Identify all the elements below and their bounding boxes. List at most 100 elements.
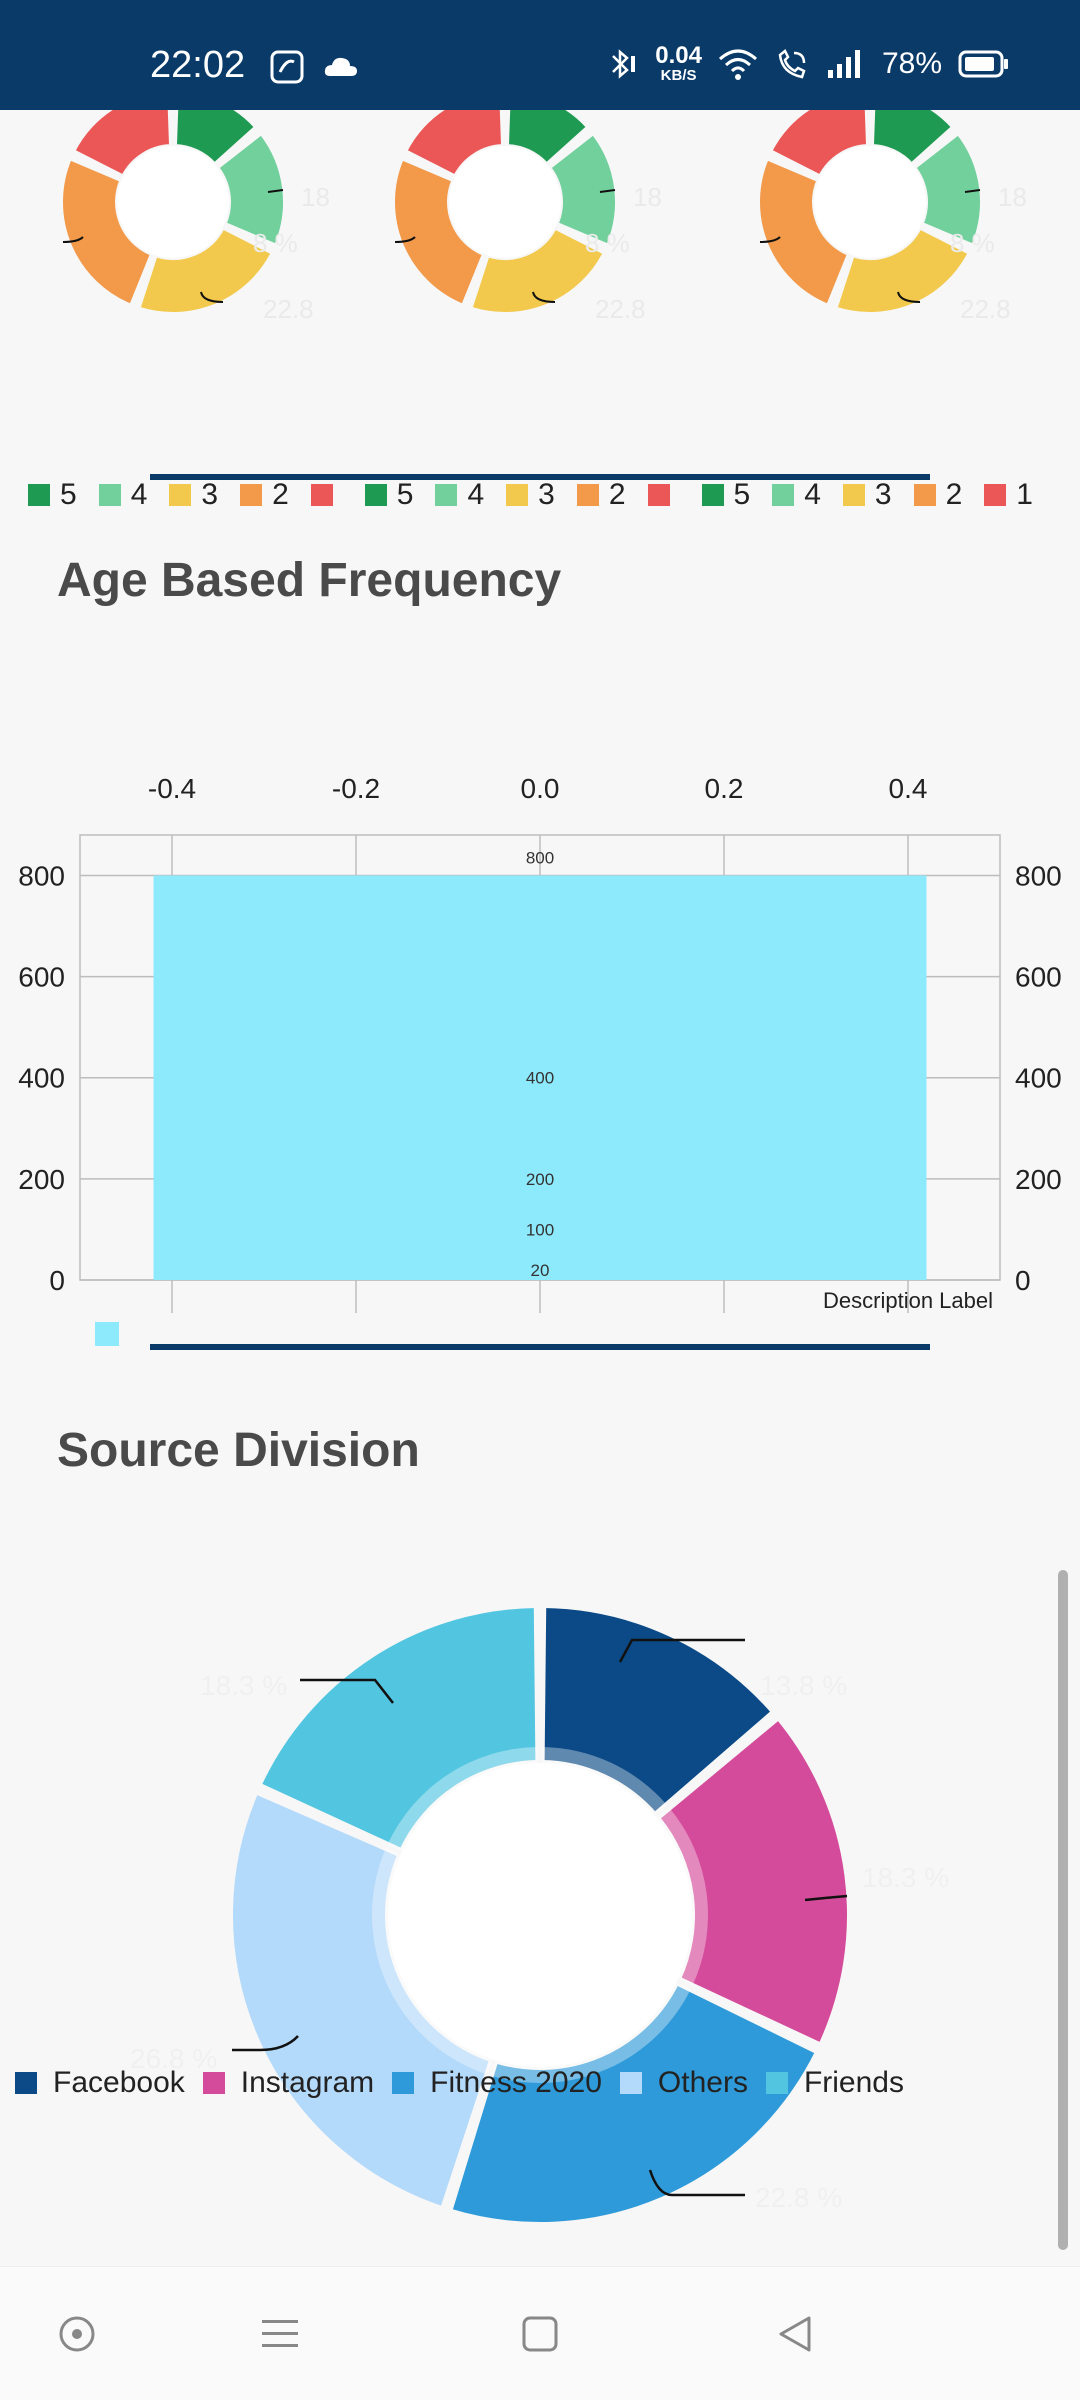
- battery-percent: 78%: [881, 46, 942, 80]
- source-division-chart: 13.8 % 18.3 % 22.8 % 26.8 % 18.3 %: [0, 1490, 1080, 2250]
- rating-value-label: 18: [633, 182, 662, 212]
- rating-legend-swatch: [28, 484, 50, 506]
- source-legend-label: Fitness 2020: [430, 2066, 602, 2099]
- rating-slice: [214, 130, 287, 249]
- y-tick-label-left: 600: [18, 962, 65, 993]
- leader-line: [759, 236, 781, 243]
- net-speed: 0.04 KB/S: [655, 42, 702, 84]
- source-legend-swatch: [202, 2072, 225, 2094]
- rating-legend-swatch: [364, 484, 387, 506]
- rating-legend-swatch: [435, 484, 458, 506]
- rating-slice: [546, 130, 619, 249]
- rating-legend-label: 3: [201, 478, 219, 511]
- rating-legend-swatch: [701, 484, 724, 506]
- rating-slice: [911, 130, 984, 249]
- signal-icon: [827, 49, 860, 78]
- y-tick-label-left: 0: [49, 1265, 65, 1296]
- source-legend-swatch: [765, 2072, 788, 2094]
- leader-line: [648, 2169, 745, 2197]
- leader-line: [200, 291, 224, 303]
- rating-donut: 188 % 22.8: [756, 110, 1027, 324]
- rating-legend-label: 5: [396, 478, 414, 511]
- x-tick-label: 0.2: [705, 773, 744, 804]
- saavn-icon: [270, 50, 304, 84]
- slice-value-label: 13.8 %: [760, 1670, 847, 1701]
- donut-hole: [814, 146, 926, 258]
- rating-legend-swatch: [842, 484, 865, 506]
- home-icon[interactable]: [515, 2309, 565, 2359]
- rating-legend-swatch: [984, 484, 1007, 506]
- slice-value-label: 18.3 %: [862, 1862, 949, 1893]
- rating-legend-swatch: [98, 484, 121, 506]
- leader-line: [532, 291, 556, 303]
- rating-value-label: 8 %: [253, 228, 298, 258]
- rating-legend-label: 1: [1016, 478, 1033, 511]
- rating-donut: 188 % 22.8: [391, 110, 662, 324]
- slice-value-label: 26.8 %: [130, 2043, 217, 2074]
- donut-hole: [449, 146, 561, 258]
- rating-legend-label: 2: [945, 478, 963, 511]
- slice-inner-ring: [656, 1807, 709, 1986]
- bar-value-label: 400: [526, 1069, 554, 1088]
- y-tick-label-right: 600: [1015, 962, 1062, 993]
- rating-value-label: 18: [998, 182, 1027, 212]
- navigation-bar: [0, 2266, 1080, 2400]
- leader-line: [62, 236, 84, 243]
- assistant-icon[interactable]: [52, 2309, 102, 2359]
- menu-icon[interactable]: [255, 2309, 305, 2359]
- rating-legend-swatch: [576, 484, 599, 506]
- source-legend-label: Instagram: [240, 2066, 375, 2099]
- y-tick-label-right: 200: [1015, 1164, 1062, 1195]
- rating-legend-label: 3: [874, 478, 892, 511]
- slice-inner-ring: [372, 1847, 493, 2075]
- rating-value-label: 8 %: [585, 228, 630, 258]
- cloud-icon: [324, 57, 357, 76]
- source-legend-swatch: [619, 2072, 642, 2094]
- rating-legend-swatch: [647, 484, 670, 506]
- y-tick-label-right: 0: [1015, 1265, 1031, 1296]
- rating-legend-swatch: [772, 484, 795, 506]
- slice-inner-ring: [387, 1747, 539, 1852]
- x-tick-label: 0.0: [521, 773, 560, 804]
- rating-value-label: 22.8: [960, 294, 1011, 324]
- y-tick-label-left: 200: [18, 1164, 65, 1195]
- source-legend-swatch: [15, 2072, 37, 2094]
- rating-legend-label: 4: [130, 478, 148, 511]
- donut-hole: [388, 1763, 692, 2067]
- rating-legend-label: 4: [467, 478, 485, 511]
- y-tick-label-right: 800: [1015, 860, 1062, 891]
- rating-value-label: 18: [301, 182, 330, 212]
- status-bar: 22:02 0.04 KB/S 78%: [0, 0, 1080, 110]
- battery-icon: [958, 50, 1008, 77]
- leader-line: [618, 1638, 745, 1663]
- leader-line: [964, 189, 981, 193]
- bluetooth-icon: [612, 48, 636, 79]
- description-label: Description Label: [823, 1288, 993, 1313]
- slice-inner-ring: [490, 1982, 691, 2083]
- rating-legend: 5 4 3 2 5 4 3 2 5 4 3 2 1: [28, 478, 1055, 512]
- y-tick-label-left: 400: [18, 1063, 65, 1094]
- bar-value-label: 200: [526, 1170, 554, 1189]
- rating-legend-label: 4: [804, 478, 821, 511]
- bar-value-label: 800: [526, 848, 554, 867]
- source-slice-group: 22.8 %: [445, 1977, 842, 2228]
- x-tick-label: -0.2: [332, 773, 380, 804]
- bar-fill: [153, 875, 927, 1280]
- back-icon[interactable]: [770, 2309, 820, 2359]
- bar-legend-swatch: [95, 1322, 119, 1346]
- rating-legend-swatch: [169, 484, 192, 506]
- source-legend-swatch: [392, 2072, 415, 2094]
- leader-line: [232, 2035, 299, 2052]
- wifi-icon: [718, 49, 757, 80]
- section-divider: [150, 474, 930, 480]
- source-legend-label: Others: [657, 2066, 748, 2099]
- age-section-title: Age Based Frequency: [57, 554, 562, 607]
- scrollbar[interactable]: [1058, 1570, 1068, 2250]
- slice-value-label: 18.3 %: [200, 1670, 287, 1701]
- y-tick-label-left: 800: [18, 860, 65, 891]
- source-legend: Facebook Instagram Fitness 2020 Others Frien…: [15, 2066, 922, 2100]
- leader-line: [897, 291, 921, 303]
- rating-donut: 188 % 22.8: [59, 110, 330, 324]
- bar-value-label: 100: [526, 1220, 554, 1239]
